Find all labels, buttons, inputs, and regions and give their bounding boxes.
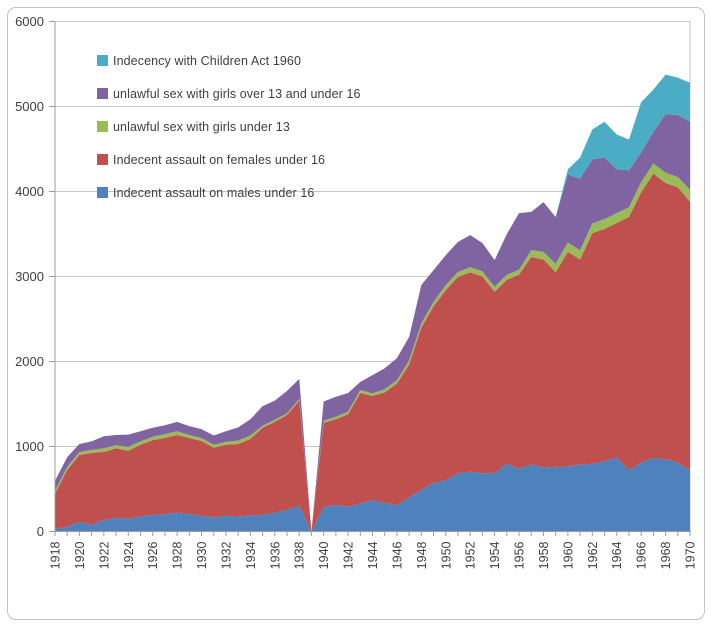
x-axis-label-1954: 1954 bbox=[488, 541, 502, 569]
legend-label: Indecency with Children Act 1960 bbox=[113, 53, 302, 68]
area-series-2 bbox=[55, 163, 690, 532]
chart-legend: Indecency with Children Act 1960 unlawful… bbox=[97, 44, 361, 209]
legend-swatch-icon bbox=[97, 55, 108, 66]
x-axis-label-1936: 1936 bbox=[268, 541, 282, 569]
y-axis-label-3000: 3000 bbox=[15, 269, 44, 284]
x-axis-label-1950: 1950 bbox=[439, 541, 453, 569]
x-axis-label-1932: 1932 bbox=[219, 541, 233, 569]
x-axis-label-1962: 1962 bbox=[586, 541, 600, 569]
x-axis-label-1964: 1964 bbox=[610, 541, 624, 569]
legend-item: unlawful sex with girls under 13 bbox=[97, 110, 361, 143]
x-axis-label-1920: 1920 bbox=[73, 541, 87, 569]
area-series-3 bbox=[55, 114, 690, 532]
legend-swatch-icon bbox=[97, 154, 108, 165]
area-series-0 bbox=[55, 457, 690, 532]
legend-swatch-icon bbox=[97, 187, 108, 198]
x-axis-label-1930: 1930 bbox=[195, 541, 209, 569]
y-axis-label-5000: 5000 bbox=[15, 99, 44, 114]
x-axis-label-1926: 1926 bbox=[146, 541, 160, 569]
x-axis-label-1938: 1938 bbox=[293, 541, 307, 569]
x-axis-label-1970: 1970 bbox=[684, 541, 698, 569]
x-axis-label-1958: 1958 bbox=[537, 541, 551, 569]
x-axis-label-1918: 1918 bbox=[49, 541, 63, 569]
legend-label: unlawful sex with girls under 13 bbox=[113, 119, 290, 134]
legend-label: Indecent assault on males under 16 bbox=[113, 185, 315, 200]
legend-swatch-icon bbox=[97, 88, 108, 99]
x-axis-label-1924: 1924 bbox=[122, 541, 136, 569]
x-axis-label-1928: 1928 bbox=[171, 541, 185, 569]
x-axis-label-1966: 1966 bbox=[635, 541, 649, 569]
legend-item: Indecency with Children Act 1960 bbox=[97, 44, 361, 77]
y-axis-label-0: 0 bbox=[37, 524, 44, 539]
x-axis-label-1952: 1952 bbox=[464, 541, 478, 569]
x-axis-label-1948: 1948 bbox=[415, 541, 429, 569]
y-axis-label-4000: 4000 bbox=[15, 184, 44, 199]
x-axis-label-1968: 1968 bbox=[659, 541, 673, 569]
area-series-1 bbox=[55, 173, 690, 532]
x-axis-label-1934: 1934 bbox=[244, 541, 258, 569]
legend-item: unlawful sex with girls over 13 and unde… bbox=[97, 77, 361, 110]
y-axis-label-1000: 1000 bbox=[15, 439, 44, 454]
y-axis-label-2000: 2000 bbox=[15, 354, 44, 369]
x-axis-label-1946: 1946 bbox=[390, 541, 404, 569]
x-axis-label-1942: 1942 bbox=[342, 541, 356, 569]
legend-item: Indecent assault on males under 16 bbox=[97, 176, 361, 209]
x-axis-label-1940: 1940 bbox=[317, 541, 331, 569]
x-axis-label-1956: 1956 bbox=[513, 541, 527, 569]
legend-label: unlawful sex with girls over 13 and unde… bbox=[113, 86, 361, 101]
x-axis-label-1922: 1922 bbox=[97, 541, 111, 569]
x-axis-label-1944: 1944 bbox=[366, 541, 380, 569]
legend-item: Indecent assault on females under 16 bbox=[97, 143, 361, 176]
x-axis-label-1960: 1960 bbox=[561, 541, 575, 569]
legend-label: Indecent assault on females under 16 bbox=[113, 152, 326, 167]
y-axis-label-6000: 6000 bbox=[15, 14, 44, 29]
legend-swatch-icon bbox=[97, 121, 108, 132]
